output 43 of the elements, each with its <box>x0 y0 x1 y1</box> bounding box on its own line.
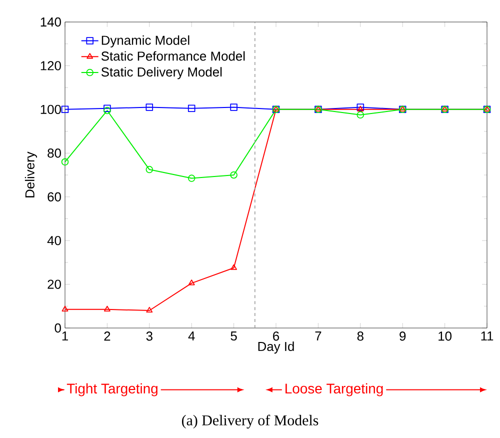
point <box>62 306 68 312</box>
x-axis-title: Day Id <box>258 342 294 354</box>
legend-label: Dynamic Model <box>102 35 190 48</box>
y-tick-label: 120 <box>40 61 61 70</box>
point <box>104 104 111 112</box>
point <box>146 166 154 174</box>
x-tick-label: 6 <box>273 332 280 341</box>
x-tick-label: 5 <box>230 332 237 341</box>
x-tick-label: 4 <box>188 332 195 340</box>
point <box>146 104 154 111</box>
point <box>61 158 69 166</box>
legend-label: Static Delivery Model <box>101 67 222 80</box>
x-tick-label: 3 <box>146 332 152 341</box>
x-tick-label: 8 <box>357 332 364 341</box>
point <box>188 104 196 112</box>
text: Tight Targeting <box>66 383 158 396</box>
point <box>230 171 238 179</box>
x-tick-label: 2 <box>104 332 110 341</box>
x-tick-label: 1 <box>62 332 68 340</box>
point <box>146 306 153 313</box>
y-tick-label: 140 <box>40 17 61 27</box>
x-tick-label: 11 <box>481 332 494 340</box>
x-tick-label: 10 <box>438 332 452 341</box>
text: (a) Delivery of Models <box>182 414 318 428</box>
point <box>61 106 69 114</box>
point <box>230 104 238 111</box>
text: Loose Targeting <box>286 383 383 396</box>
y-tick-label: 40 <box>47 236 61 246</box>
legend-label: Static Peformance Model <box>101 51 245 61</box>
y-tick-label: 0 <box>54 323 61 333</box>
point <box>104 106 111 114</box>
point <box>188 280 195 286</box>
y-tick-label: 80 <box>48 148 61 158</box>
y-axis-title: Delivery <box>24 152 38 198</box>
y-tick-label: 20 <box>48 280 61 289</box>
y-tick-label: 100 <box>40 104 61 114</box>
point <box>104 306 110 312</box>
x-tick-label: 9 <box>400 332 406 341</box>
point <box>356 111 364 119</box>
point <box>188 174 196 182</box>
y-tick-label: 60 <box>48 192 61 202</box>
point <box>230 264 238 270</box>
x-tick-label: 7 <box>315 332 322 340</box>
